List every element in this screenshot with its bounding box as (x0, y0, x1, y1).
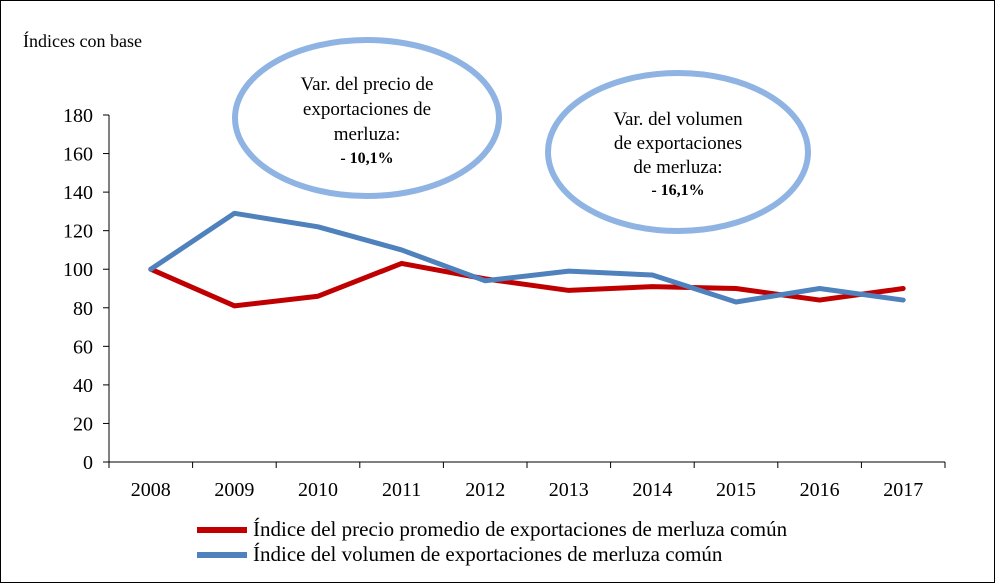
annotation-volume-line-3: de merluza: (633, 157, 722, 178)
series-line-volume (148, 210, 906, 305)
y-tick-label: 100 (63, 259, 93, 281)
annotation-volume: Var. del volumen de exportaciones de mer… (545, 70, 811, 234)
y-axis-ticks: 0 20 40 60 80 100 120 140 160 180 (63, 105, 109, 474)
x-tick-label: 2010 (298, 479, 338, 501)
x-tick-label: 2015 (716, 479, 756, 501)
annotation-volume-line-1: Var. del volumen (613, 109, 743, 130)
series-lines (148, 210, 906, 309)
y-axis-label: Índices con base (23, 30, 142, 51)
x-axis-ticks: 2008 2009 2010 2011 2012 2013 2014 2015 2016 2017 (108, 462, 946, 501)
annotation-volume-value: - 16,1% (651, 182, 704, 199)
annotation-price-value: - 10,1% (340, 150, 393, 167)
y-tick-label: 160 (63, 144, 93, 166)
x-tick-label: 2012 (465, 479, 505, 501)
y-tick-label: 120 (63, 221, 93, 243)
y-tick-label: 20 (73, 413, 93, 435)
annotation-volume-ellipse (545, 70, 811, 234)
x-tick-label: 2016 (800, 479, 840, 501)
y-tick-label: 140 (63, 182, 93, 204)
annotation-price-line-3: merluza: (334, 124, 400, 145)
annotation-price-line-2: exportaciones de (303, 99, 431, 120)
y-tick-label: 180 (63, 105, 93, 127)
annotation-volume-line-2: de exportaciones (614, 133, 742, 154)
series-line-price (148, 260, 906, 309)
x-tick-label: 2011 (382, 479, 421, 501)
y-tick-label: 40 (73, 375, 93, 397)
legend: Índice del precio promedio de exportacio… (197, 517, 788, 566)
annotation-price-ellipse (232, 37, 502, 199)
x-tick-label: 2017 (883, 479, 923, 501)
legend-label-price: Índice del precio promedio de exportacio… (253, 517, 788, 541)
x-tick-label: 2008 (131, 479, 171, 501)
legend-label-volume: Índice del volumen de exportaciones de m… (253, 542, 723, 566)
x-tick-label: 2014 (632, 479, 672, 501)
x-tick-label: 2013 (549, 479, 589, 501)
annotation-price: Var. del precio de exportaciones de merl… (232, 37, 502, 199)
x-tick-label: 2009 (214, 479, 254, 501)
y-tick-label: 0 (83, 452, 93, 474)
annotation-price-line-1: Var. del precio de (301, 74, 434, 95)
y-tick-label: 80 (73, 298, 93, 320)
y-tick-label: 60 (73, 336, 93, 358)
